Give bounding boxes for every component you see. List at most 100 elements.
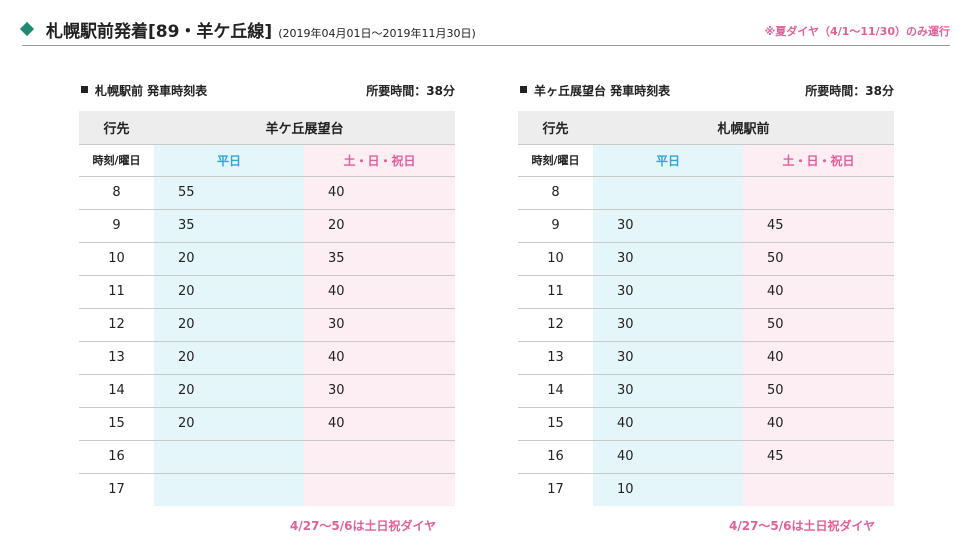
table-row: 15 20 40: [79, 407, 456, 441]
holiday-minute-cell: 40: [743, 275, 895, 309]
day-type-row: 時刻/曜日 平日 土・日・祝日: [518, 144, 895, 177]
weekday-minute-cell: 30: [593, 275, 743, 309]
weekday-minute-cell: 35: [154, 209, 304, 243]
timetable: 行先 羊ケ丘展望台 時刻/曜日 平日 土・日・祝日 8 55 40 9 35 20 10 20…: [79, 111, 456, 506]
hour-cell: 12: [79, 308, 154, 342]
hour-cell: 13: [518, 341, 593, 375]
weekday-minute-cell: 20: [154, 242, 304, 276]
hour-cell: 17: [79, 473, 154, 506]
weekday-minute-cell: 10: [593, 473, 743, 506]
destination-label: 行先: [518, 111, 593, 145]
destination-name: 札幌駅前: [593, 111, 895, 145]
holiday-minute-cell: 50: [743, 242, 895, 276]
timetable-header: 羊ヶ丘展望台 発車時刻表 所要時間：38分: [518, 80, 894, 100]
table-row: 10 20 35: [79, 242, 456, 276]
travel-duration: 所要時間：38分: [366, 84, 455, 98]
weekday-minute-cell: [154, 440, 304, 474]
holiday-header: 土・日・祝日: [304, 144, 456, 177]
holiday-header: 土・日・祝日: [743, 144, 895, 177]
hour-cell: 12: [518, 308, 593, 342]
table-row: 16: [79, 440, 456, 474]
holiday-minute-cell: 40: [743, 341, 895, 375]
weekday-header: 平日: [154, 144, 304, 177]
holiday-minute-cell: [304, 440, 456, 474]
holiday-minute-cell: 50: [743, 308, 895, 342]
weekday-minute-cell: 30: [593, 374, 743, 408]
table-row: 14 20 30: [79, 374, 456, 408]
holiday-minute-cell: 20: [304, 209, 456, 243]
hour-cell: 16: [518, 440, 593, 474]
route-title: 札幌駅前発着[89・羊ケ丘線]: [46, 22, 273, 42]
holiday-minute-cell: 40: [304, 275, 456, 309]
weekday-minute-cell: 20: [154, 374, 304, 408]
time-day-label: 時刻/曜日: [79, 144, 154, 177]
weekday-minute-cell: 55: [154, 176, 304, 210]
hour-cell: 8: [79, 176, 154, 210]
holiday-minute-cell: 45: [743, 209, 895, 243]
holiday-minute-cell: 50: [743, 374, 895, 408]
destination-row: 行先 札幌駅前: [518, 111, 895, 145]
summer-schedule-note: ※夏ダイヤ（4/1～11/30）のみ運行: [764, 25, 950, 38]
golden-week-footnote: 4/27～5/6は土日祝ダイヤ: [290, 519, 437, 533]
holiday-minute-cell: 30: [304, 308, 456, 342]
service-period: (2019年04月01日～2019年11月30日): [278, 27, 476, 40]
day-type-row: 時刻/曜日 平日 土・日・祝日: [79, 144, 456, 177]
table-row: 17: [79, 473, 456, 506]
timetable-title: 羊ヶ丘展望台 発車時刻表: [534, 84, 671, 98]
weekday-minute-cell: 30: [593, 341, 743, 375]
weekday-minute-cell: 20: [154, 275, 304, 309]
holiday-minute-cell: 45: [743, 440, 895, 474]
holiday-minute-cell: [304, 473, 456, 506]
hour-cell: 10: [79, 242, 154, 276]
holiday-minute-cell: [743, 473, 895, 506]
table-row: 14 30 50: [518, 374, 895, 408]
page-header: 札幌駅前発着[89・羊ケ丘線] (2019年04月01日～2019年11月30日)…: [19, 14, 950, 46]
weekday-header: 平日: [593, 144, 743, 177]
hour-cell: 8: [518, 176, 593, 210]
table-row: 8 55 40: [79, 176, 456, 210]
timetable: 行先 札幌駅前 時刻/曜日 平日 土・日・祝日 8 9 30 45 10 30 50 11 30…: [518, 111, 895, 506]
table-row: 16 40 45: [518, 440, 895, 474]
hour-cell: 14: [518, 374, 593, 408]
table-row: 15 40 40: [518, 407, 895, 441]
destination-label: 行先: [79, 111, 154, 145]
holiday-minute-cell: 30: [304, 374, 456, 408]
timetable-panel-sapporo: 札幌駅前 発車時刻表 所要時間：38分 行先 羊ケ丘展望台 時刻/曜日 平日 土…: [79, 80, 456, 506]
table-row: 11 20 40: [79, 275, 456, 309]
table-row: 13 20 40: [79, 341, 456, 375]
weekday-minute-cell: 30: [593, 308, 743, 342]
hour-cell: 17: [518, 473, 593, 506]
weekday-minute-cell: 20: [154, 341, 304, 375]
weekday-minute-cell: [593, 176, 743, 210]
destination-row: 行先 羊ケ丘展望台: [79, 111, 456, 145]
golden-week-footnote: 4/27～5/6は土日祝ダイヤ: [729, 519, 876, 533]
weekday-minute-cell: 20: [154, 308, 304, 342]
holiday-minute-cell: 40: [304, 407, 456, 441]
hour-cell: 13: [79, 341, 154, 375]
table-row: 12 30 50: [518, 308, 895, 342]
weekday-minute-cell: 30: [593, 242, 743, 276]
weekday-minute-cell: 30: [593, 209, 743, 243]
square-bullet-icon: [81, 86, 88, 93]
hour-cell: 11: [79, 275, 154, 309]
table-row: 13 30 40: [518, 341, 895, 375]
holiday-minute-cell: 40: [743, 407, 895, 441]
weekday-minute-cell: 40: [593, 440, 743, 474]
travel-duration: 所要時間：38分: [805, 84, 894, 98]
table-row: 12 20 30: [79, 308, 456, 342]
holiday-minute-cell: 35: [304, 242, 456, 276]
table-row: 10 30 50: [518, 242, 895, 276]
hour-cell: 9: [518, 209, 593, 243]
table-row: 9 35 20: [79, 209, 456, 243]
weekday-minute-cell: 20: [154, 407, 304, 441]
table-row: 11 30 40: [518, 275, 895, 309]
holiday-minute-cell: 40: [304, 176, 456, 210]
hour-cell: 15: [79, 407, 154, 441]
hour-cell: 16: [79, 440, 154, 474]
holiday-minute-cell: [743, 176, 895, 210]
square-bullet-icon: [520, 86, 527, 93]
hour-cell: 11: [518, 275, 593, 309]
hour-cell: 15: [518, 407, 593, 441]
hour-cell: 10: [518, 242, 593, 276]
weekday-minute-cell: 40: [593, 407, 743, 441]
